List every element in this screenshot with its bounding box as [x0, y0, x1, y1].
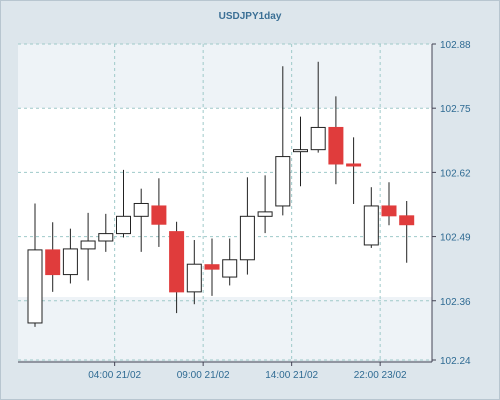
- candle-body: [204, 264, 220, 270]
- y-tick-label: 102.24: [440, 356, 471, 367]
- candle-body: [98, 233, 114, 242]
- candle-body: [310, 126, 326, 151]
- candle-body: [363, 205, 379, 246]
- y-tick-label: 102.49: [440, 233, 471, 244]
- candles: [27, 61, 415, 327]
- plot-band-upper: [18, 44, 432, 108]
- candle-body: [151, 205, 167, 225]
- x-tick-label: 09:00 21/02: [177, 370, 230, 381]
- y-axis-ticks: 102.24 102.36 102.49 102.62 102.75 102.88: [432, 40, 471, 367]
- candle-body: [45, 249, 61, 276]
- y-tick-label: 102.36: [440, 297, 471, 308]
- candle-body: [399, 215, 415, 226]
- candle-body: [62, 248, 78, 276]
- x-tick-label: 14:00 21/02: [265, 370, 318, 381]
- candle-body: [381, 205, 397, 217]
- candle-body: [133, 202, 149, 217]
- candle-body: [27, 249, 43, 324]
- x-tick-label: 22:00 23/02: [354, 370, 407, 381]
- candle-body: [346, 163, 362, 167]
- candle-body: [275, 156, 291, 207]
- grid-lines: [18, 43, 432, 361]
- candle-body: [80, 240, 96, 250]
- y-tick-label: 102.88: [440, 40, 471, 51]
- x-tick-label: 04:00 21/02: [88, 370, 141, 381]
- candle-body: [116, 215, 131, 235]
- candle-body: [328, 126, 344, 165]
- candle-body: [222, 259, 238, 278]
- candle-body: [186, 263, 202, 293]
- x-axis-ticks: 04:00 21/02 09:00 21/02 14:00 21/02 22:00 2…: [88, 362, 407, 381]
- candle-body: [239, 215, 255, 261]
- y-tick-label: 102.75: [440, 104, 471, 115]
- plot-band-lower: [18, 297, 432, 360]
- candle-body: [257, 211, 273, 217]
- candle-body: [169, 231, 185, 293]
- axes: [18, 44, 433, 363]
- y-tick-label: 102.62: [440, 168, 471, 179]
- chart-title: USDJPY1day: [218, 11, 282, 22]
- candle-body: [293, 149, 308, 153]
